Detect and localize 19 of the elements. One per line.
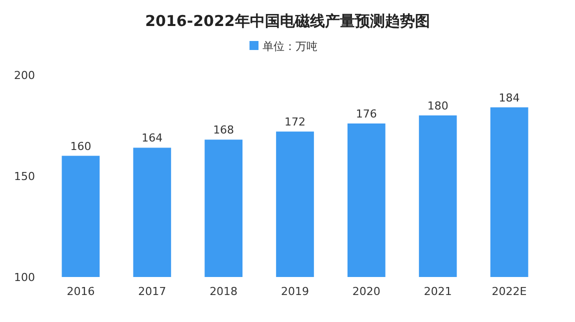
data-label: 180 xyxy=(427,99,448,112)
x-tick-label: 2018 xyxy=(210,285,238,298)
x-tick-label: 2022E xyxy=(492,285,527,298)
data-label: 184 xyxy=(498,91,520,104)
y-tick-label: 100 xyxy=(14,271,35,284)
x-tick-label: 2017 xyxy=(138,285,166,298)
y-tick-label: 150 xyxy=(14,170,35,183)
x-tick-label: 2016 xyxy=(66,285,95,298)
x-tick-label: 2019 xyxy=(281,285,309,298)
x-tick-label: 2021 xyxy=(424,285,452,298)
data-label: 160 xyxy=(70,140,92,153)
y-tick-label: 200 xyxy=(14,69,35,82)
data-label: 176 xyxy=(356,107,377,120)
data-label: 172 xyxy=(284,116,306,129)
data-label: 164 xyxy=(142,132,163,145)
x-tick-label: 2020 xyxy=(352,285,380,298)
data-label: 168 xyxy=(213,124,234,137)
legend-label: 单位：万吨 xyxy=(262,40,318,53)
chart-title: 2016-2022年中国电磁线产量预测趋势图 xyxy=(145,12,430,30)
